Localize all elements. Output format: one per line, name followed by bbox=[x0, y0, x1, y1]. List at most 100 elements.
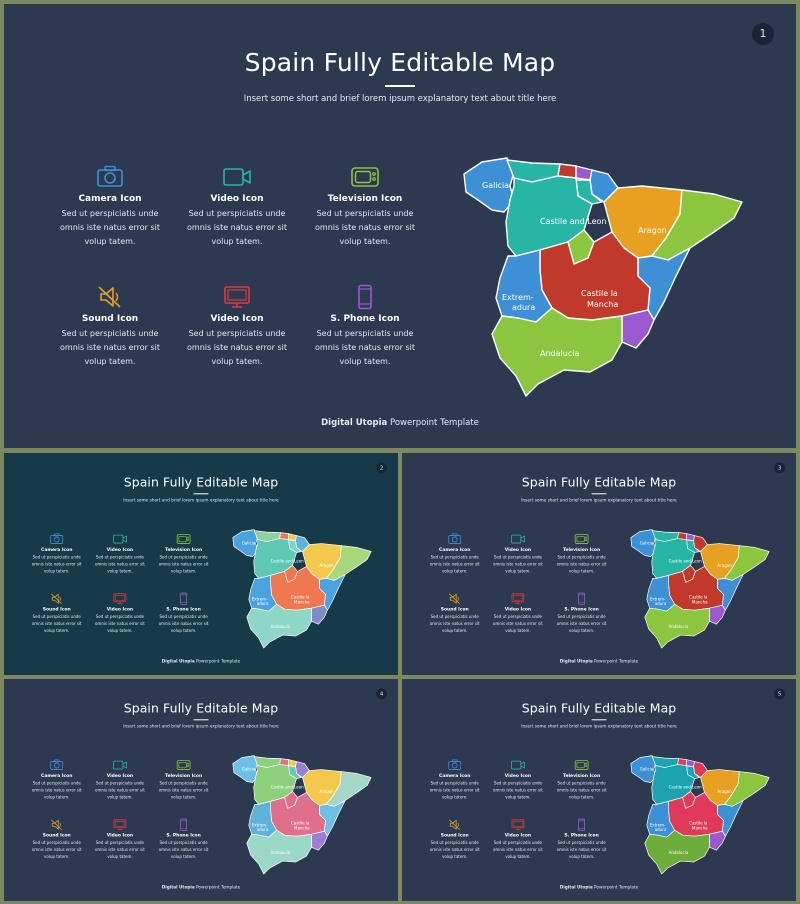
map-label-extremadura: Extrem- bbox=[252, 596, 268, 601]
video-camera-icon bbox=[223, 168, 251, 186]
icon-description: Sed ut perspiciatis unde omnis iste natu… bbox=[158, 780, 209, 800]
icon-description: Sed ut perspiciatis unde omnis iste natu… bbox=[158, 840, 209, 860]
icon-description: Sed ut perspiciatis unde omnis iste natu… bbox=[95, 840, 145, 860]
slide-5-thumbnail[interactable]: 5 Spain Fully Editable Map Insert some s… bbox=[402, 679, 796, 901]
map-label-castile-mancha: Castile la bbox=[291, 820, 310, 825]
title-underline bbox=[385, 85, 415, 87]
map-label-castile-mancha: Castile la bbox=[689, 594, 708, 599]
slide-subtitle: Insert some short and brief lorem ipsum … bbox=[521, 497, 677, 503]
footer-text: Powerpoint Template bbox=[194, 884, 241, 890]
map-region-murcia[interactable] bbox=[311, 830, 328, 851]
slide-2-thumbnail[interactable]: 2 Spain Fully Editable Map Insert some s… bbox=[4, 453, 398, 675]
map-label-castile-mancha: Castile la bbox=[291, 594, 310, 599]
spain-map: Galicia Castile and Leon Aragon Extrem- … bbox=[630, 529, 770, 649]
title-underline bbox=[193, 493, 209, 495]
slide-title: Spain Fully Editable Map bbox=[521, 700, 677, 716]
map-label-castile-mancha: Castile la bbox=[581, 289, 618, 298]
map-region-murcia[interactable] bbox=[709, 604, 726, 625]
map-label-andalucia: Andalucia bbox=[271, 850, 291, 855]
icon-block-monitor: Video Icon Sed ut perspiciatis unde omni… bbox=[93, 818, 148, 860]
map-label-aragon: Aragon bbox=[717, 789, 732, 794]
map-region-basque[interactable] bbox=[686, 533, 695, 541]
smartphone-icon bbox=[180, 818, 187, 831]
icon-block-smartphone: S. Phone Icon Sed ut perspiciatis unde o… bbox=[156, 592, 211, 634]
footer-text: Powerpoint Template bbox=[592, 884, 639, 890]
map-label-galicia: Galicia bbox=[242, 767, 256, 772]
icon-label: Sound Icon bbox=[81, 314, 139, 324]
map-label-castile-mancha-2: Mancha bbox=[294, 600, 310, 605]
icon-label: Video Icon bbox=[210, 194, 264, 204]
icon-description: Sed ut perspiciatis unde omnis iste natu… bbox=[429, 780, 480, 800]
icon-block-camera: Camera Icon Sed ut perspiciatis unde omn… bbox=[427, 533, 482, 575]
map-region-basque[interactable] bbox=[686, 759, 695, 767]
map-label-extremadura: Extrem- bbox=[502, 293, 534, 302]
slide-title: Spain Fully Editable Map bbox=[244, 48, 556, 77]
icon-label: Camera Icon bbox=[439, 773, 471, 779]
icon-label: S. Phone Icon bbox=[564, 607, 599, 613]
slide-subtitle: Insert some short and brief lorem ipsum … bbox=[123, 497, 279, 503]
camera-icon bbox=[97, 165, 123, 187]
icon-block-camera: Camera Icon Sed ut perspiciatis unde omn… bbox=[55, 164, 165, 249]
slide-footer: Digital Utopia Powerpoint Template bbox=[4, 885, 398, 890]
icon-description: Sed ut perspiciatis unde omnis iste natu… bbox=[95, 554, 145, 574]
television-icon bbox=[574, 760, 589, 770]
map-label-castile-leon: Castile and Leon bbox=[669, 784, 702, 789]
slide-3-thumbnail[interactable]: 3 Spain Fully Editable Map Insert some s… bbox=[402, 453, 796, 675]
icon-label: Video Icon bbox=[106, 607, 134, 613]
icon-description: Sed ut perspiciatis unde omnis iste natu… bbox=[493, 780, 543, 800]
video-camera-icon bbox=[511, 534, 525, 544]
slide-1-main[interactable]: 1 Spain Fully Editable Map Insert some s… bbox=[4, 4, 796, 448]
icon-block-television: Television Icon Sed ut perspiciatis unde… bbox=[554, 759, 609, 801]
slide-subtitle: Insert some short and brief lorem ipsum … bbox=[521, 723, 677, 729]
footer-text: Powerpoint Template bbox=[387, 418, 479, 428]
map-label-extremadura-2: adura bbox=[655, 827, 667, 832]
television-icon bbox=[574, 534, 589, 544]
map-region-murcia[interactable] bbox=[311, 604, 328, 625]
icon-label: Television Icon bbox=[327, 194, 403, 204]
map-label-castile-mancha-2: Mancha bbox=[692, 600, 708, 605]
slide-footer: Digital Utopia Powerpoint Template bbox=[4, 418, 796, 428]
monitor-icon bbox=[511, 819, 525, 831]
spain-map: Galicia Castile and Leon Aragon Extrem- … bbox=[232, 529, 372, 649]
icon-label: Video Icon bbox=[504, 773, 532, 779]
slide-title: Spain Fully Editable Map bbox=[123, 474, 279, 490]
map-label-castile-leon: Castile and Leon bbox=[540, 217, 607, 226]
smartphone-icon bbox=[358, 284, 372, 310]
monitor-icon bbox=[224, 286, 250, 308]
slide-title: Spain Fully Editable Map bbox=[521, 474, 677, 490]
icon-block-television: Television Icon Sed ut perspiciatis unde… bbox=[156, 759, 211, 801]
map-label-extremadura-2: adura bbox=[257, 601, 269, 606]
slide-4-thumbnail[interactable]: 4 Spain Fully Editable Map Insert some s… bbox=[4, 679, 398, 901]
map-label-galicia: Galicia bbox=[640, 767, 654, 772]
slide-footer: Digital Utopia Powerpoint Template bbox=[402, 659, 796, 664]
footer-brand: Digital Utopia bbox=[559, 658, 593, 664]
map-region-murcia[interactable] bbox=[709, 830, 726, 851]
icon-description: Sed ut perspiciatis unde omnis iste natu… bbox=[556, 614, 607, 634]
slide-number: 3 bbox=[774, 462, 786, 474]
map-region-basque[interactable] bbox=[288, 533, 297, 541]
map-label-extremadura: Extrem- bbox=[252, 822, 268, 827]
icon-block-monitor: Video Icon Sed ut perspiciatis unde omni… bbox=[491, 592, 546, 634]
icon-label: Video Icon bbox=[106, 773, 134, 779]
map-region-basque[interactable] bbox=[575, 165, 593, 181]
icon-block-sound: Sound Icon Sed ut perspiciatis unde omni… bbox=[29, 592, 84, 634]
map-region-andalucia[interactable] bbox=[644, 603, 710, 649]
icon-block-video: Video Icon Sed ut perspiciatis unde omni… bbox=[491, 759, 546, 801]
slide-subtitle: Insert some short and brief lorem ipsum … bbox=[243, 94, 557, 104]
map-region-basque[interactable] bbox=[288, 759, 297, 767]
icon-block-sound: Sound Icon Sed ut perspiciatis unde omni… bbox=[55, 284, 165, 369]
map-region-andalucia[interactable] bbox=[644, 829, 710, 875]
icon-label: Video Icon bbox=[504, 833, 532, 839]
icon-description: Sed ut perspiciatis unde omnis iste natu… bbox=[315, 209, 416, 246]
slide-number: 5 bbox=[774, 688, 786, 700]
icon-block-camera: Camera Icon Sed ut perspiciatis unde omn… bbox=[29, 533, 84, 575]
map-region-murcia[interactable] bbox=[621, 309, 655, 349]
icon-label: Video Icon bbox=[106, 833, 134, 839]
icon-block-camera: Camera Icon Sed ut perspiciatis unde omn… bbox=[427, 759, 482, 801]
map-region-andalucia[interactable] bbox=[491, 307, 623, 397]
icon-block-video: Video Icon Sed ut perspiciatis unde omni… bbox=[93, 533, 148, 575]
map-label-aragon: Aragon bbox=[319, 789, 334, 794]
map-region-andalucia[interactable] bbox=[246, 603, 312, 649]
map-region-andalucia[interactable] bbox=[246, 829, 312, 875]
icon-block-monitor: Video Icon Sed ut perspiciatis unde omni… bbox=[491, 818, 546, 860]
